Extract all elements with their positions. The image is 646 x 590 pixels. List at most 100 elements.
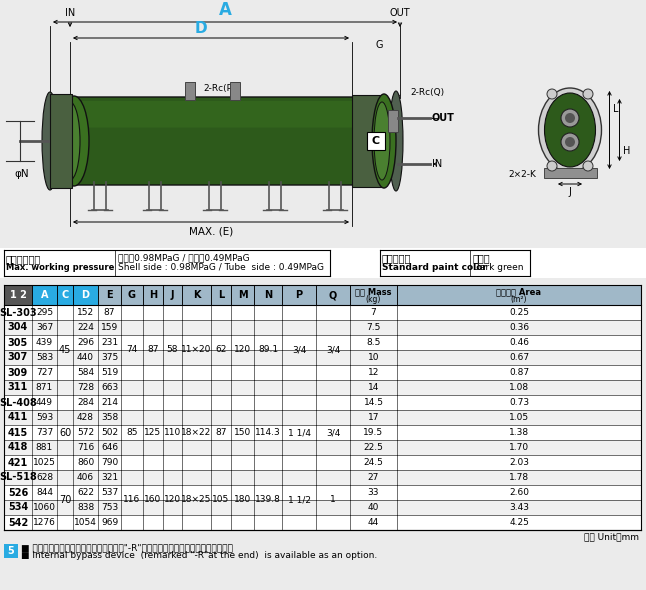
- Text: N: N: [264, 290, 272, 300]
- Text: 125: 125: [145, 428, 162, 437]
- Text: 969: 969: [101, 518, 118, 527]
- Text: 27: 27: [368, 473, 379, 482]
- Text: 753: 753: [101, 503, 118, 512]
- Bar: [254, 285, 282, 305]
- Text: 11×20: 11×20: [182, 346, 212, 355]
- Text: 844: 844: [36, 488, 53, 497]
- Text: IN: IN: [432, 159, 443, 169]
- Text: 502: 502: [101, 428, 118, 437]
- Text: 87: 87: [215, 428, 227, 437]
- Text: OUT: OUT: [390, 8, 410, 18]
- Text: 296: 296: [77, 338, 94, 347]
- Text: 305: 305: [8, 337, 28, 348]
- Text: 2×2-K: 2×2-K: [508, 170, 536, 179]
- Text: 22.5: 22.5: [364, 443, 384, 452]
- Bar: [230, 82, 240, 100]
- Bar: [352, 95, 384, 187]
- Text: 12: 12: [368, 368, 379, 377]
- Text: IN: IN: [65, 8, 75, 18]
- FancyBboxPatch shape: [79, 101, 371, 127]
- Ellipse shape: [42, 92, 58, 190]
- Text: E: E: [106, 290, 113, 300]
- Bar: [4, 470, 641, 485]
- Text: Q: Q: [329, 290, 337, 300]
- Text: A: A: [218, 1, 231, 19]
- Text: 367: 367: [36, 323, 53, 332]
- Bar: [4, 485, 641, 500]
- Text: G: G: [128, 290, 136, 300]
- Text: 24.5: 24.5: [364, 458, 384, 467]
- Text: 307: 307: [8, 352, 28, 362]
- Bar: [211, 285, 231, 305]
- Text: 14: 14: [368, 383, 379, 392]
- Bar: [4, 455, 641, 470]
- Text: 3/4: 3/4: [292, 346, 306, 355]
- Text: 1 1/4: 1 1/4: [287, 428, 311, 437]
- Text: 0.46: 0.46: [509, 338, 529, 347]
- Bar: [4, 500, 641, 515]
- Text: 44: 44: [368, 518, 379, 527]
- Text: Dark green: Dark green: [473, 263, 523, 272]
- Text: 421: 421: [8, 457, 28, 467]
- Text: 358: 358: [101, 413, 118, 422]
- Text: 87: 87: [147, 346, 159, 355]
- Ellipse shape: [561, 109, 579, 127]
- Text: 406: 406: [77, 473, 94, 482]
- Bar: [316, 285, 350, 305]
- Text: H: H: [623, 146, 630, 156]
- Text: OUT: OUT: [432, 113, 455, 123]
- Text: 45: 45: [59, 345, 71, 355]
- Text: 0.36: 0.36: [509, 323, 529, 332]
- Bar: [73, 285, 98, 305]
- Text: 440: 440: [77, 353, 94, 362]
- Text: 2.60: 2.60: [509, 488, 529, 497]
- Bar: [4, 544, 18, 558]
- Ellipse shape: [561, 133, 579, 151]
- Bar: [185, 82, 195, 100]
- Bar: [32, 285, 57, 305]
- Bar: [4, 335, 641, 350]
- Text: (kg): (kg): [366, 295, 381, 304]
- Text: 439: 439: [36, 338, 53, 347]
- Text: 4.25: 4.25: [509, 518, 529, 527]
- Text: 628: 628: [36, 473, 53, 482]
- FancyBboxPatch shape: [67, 97, 383, 185]
- Text: 1 1/2: 1 1/2: [287, 496, 311, 504]
- Text: 150: 150: [234, 428, 251, 437]
- Text: 519: 519: [101, 368, 118, 377]
- Text: J: J: [568, 187, 572, 197]
- Text: 5: 5: [8, 546, 14, 556]
- Text: 160: 160: [144, 496, 162, 504]
- Bar: [143, 285, 163, 305]
- Ellipse shape: [539, 88, 601, 172]
- Text: K: K: [193, 290, 200, 300]
- Text: 116: 116: [123, 496, 141, 504]
- Bar: [98, 285, 121, 305]
- Bar: [4, 410, 641, 425]
- Text: 17: 17: [368, 413, 379, 422]
- Text: D: D: [81, 290, 90, 300]
- Ellipse shape: [545, 93, 596, 167]
- Text: 663: 663: [101, 383, 118, 392]
- Text: 449: 449: [36, 398, 53, 407]
- Bar: [57, 285, 73, 305]
- Text: φN: φN: [15, 169, 29, 179]
- Bar: [543, 168, 596, 178]
- Text: 0.25: 0.25: [509, 308, 529, 317]
- Bar: [0, 0, 646, 242]
- Text: 583: 583: [36, 353, 53, 362]
- Text: 2.03: 2.03: [509, 458, 529, 467]
- Text: 14.5: 14.5: [364, 398, 384, 407]
- Ellipse shape: [374, 102, 390, 180]
- Text: φM: φM: [388, 136, 404, 146]
- Text: SL-408: SL-408: [0, 398, 37, 408]
- Text: 0.73: 0.73: [509, 398, 529, 407]
- Text: 18×25: 18×25: [182, 496, 212, 504]
- Text: Shell side : 0.98MPaG / Tube  side : 0.49MPaG: Shell side : 0.98MPaG / Tube side : 0.49…: [118, 262, 324, 271]
- Text: 87: 87: [104, 308, 115, 317]
- Bar: [4, 425, 641, 440]
- Circle shape: [547, 89, 557, 99]
- Bar: [50, 94, 72, 188]
- Text: 1276: 1276: [33, 518, 56, 527]
- Text: 3/4: 3/4: [326, 346, 340, 355]
